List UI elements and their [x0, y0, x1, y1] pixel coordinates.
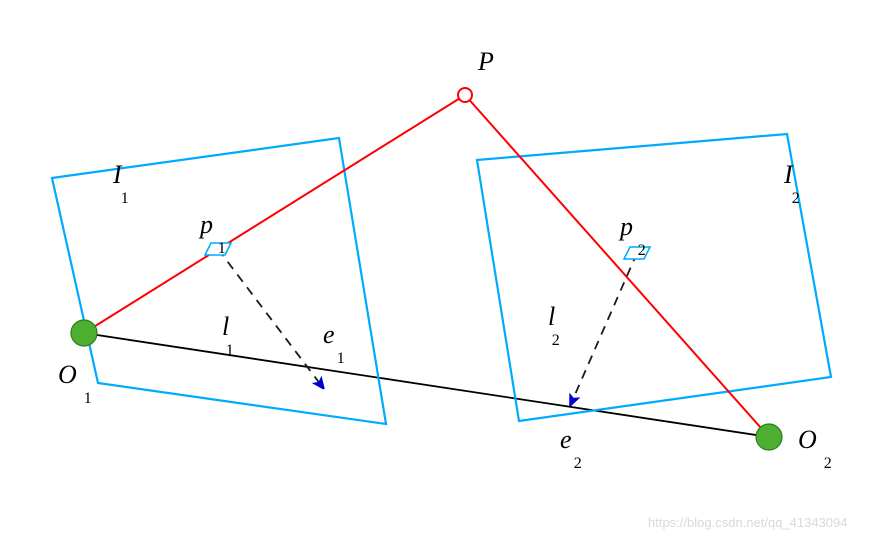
- label-e2: e2: [560, 425, 582, 472]
- world-point-p: [458, 88, 472, 102]
- labels-group: PI1I2p1p2l1l2e1e2O1O2: [58, 47, 832, 472]
- label-O2: O2: [798, 425, 832, 472]
- ray-o1-p: [84, 95, 465, 333]
- image-plane-right: [477, 134, 831, 421]
- label-e1: e1: [323, 320, 345, 367]
- label-P: P: [477, 47, 494, 76]
- ray-o2-p: [465, 95, 769, 437]
- label-O1: O1: [58, 360, 92, 407]
- baseline: [84, 333, 769, 437]
- camera-center-o2: [756, 424, 782, 450]
- camera-center-o1: [71, 320, 97, 346]
- label-I2: I2: [783, 160, 800, 207]
- epipolar-line-l1: [218, 249, 324, 389]
- epipolar-geometry-diagram: PI1I2p1p2l1l2e1e2O1O2 https://blog.csdn.…: [0, 0, 875, 539]
- label-l1: l1: [222, 312, 234, 359]
- image-plane-left: [52, 138, 386, 424]
- watermark-text: https://blog.csdn.net/qq_41343094: [648, 515, 848, 530]
- label-l2: l2: [548, 302, 560, 349]
